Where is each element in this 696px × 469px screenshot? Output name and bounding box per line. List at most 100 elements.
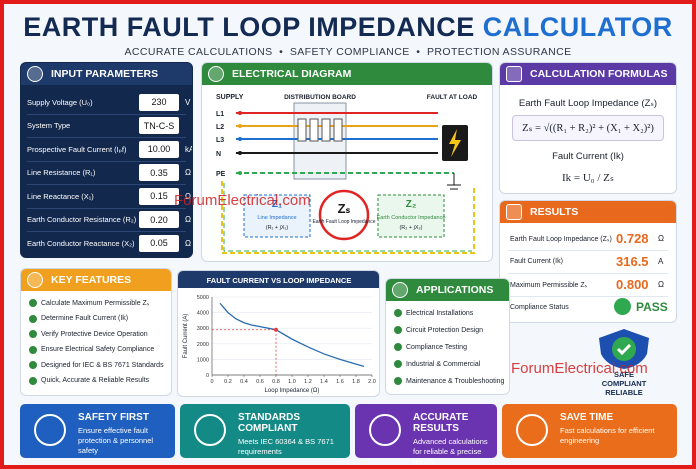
watermark: ForumElectrical.com <box>174 192 311 209</box>
input-row: Earth Conductor Resistance (R₂) 0.20 Ω <box>27 211 191 229</box>
input-value: 10.00 <box>139 140 179 158</box>
input-unit: Ω <box>185 168 191 177</box>
line-series <box>219 302 365 368</box>
zs-formula: Zₛ = √((R₁ + R₂)² + (X₁ + X₂)²) <box>512 115 664 141</box>
applications-panel: APPLICATIONS Electrical Installations Cir… <box>385 278 510 395</box>
item-text: Designed for IEC & BS 7671 Standards <box>41 361 164 369</box>
y-tick-label: 4000 <box>197 311 209 317</box>
result-unit: Ω <box>658 280 664 289</box>
item-text: Compliance Testing <box>406 343 467 351</box>
input-value: 230 <box>139 93 179 111</box>
input-header: INPUT PARAMETERS <box>21 63 192 85</box>
badge-text: SAFE <box>613 370 634 379</box>
badge: SAFE COMPLIANT RELIABLE <box>589 326 659 402</box>
list-item: Ensure Electrical Safety Compliance <box>29 345 154 354</box>
item-text: Industrial & Commercial <box>406 360 481 368</box>
formula-panel: CALCULATION FORMULAS Earth Fault Loop Im… <box>499 62 677 194</box>
x-tick-label: 1.2 <box>304 379 312 385</box>
input-label: Prospective Fault Current (Iₚf) <box>27 144 127 154</box>
result-label: Earth Fault Loop Impedance (Zₛ) <box>510 236 612 243</box>
divider <box>27 113 186 115</box>
fault-loop <box>221 181 475 254</box>
result-value: 316.5 <box>616 254 649 269</box>
input-unit: Ω <box>185 191 191 201</box>
item-text: Verify Protective Device Operation <box>41 330 148 338</box>
list-item: Determine Fault Current (Ik) <box>29 314 128 323</box>
applications-title: APPLICATIONS <box>416 284 494 296</box>
features-panel: KEY FEATURES Calculate Maximum Permissib… <box>20 268 172 396</box>
x-tick-label: 0.8 <box>272 379 280 385</box>
result-value: 0.728 <box>616 231 649 246</box>
banner-text: Fast calculations for efficient engineer… <box>560 426 655 445</box>
impedance-symbol: Z₂ <box>406 199 417 210</box>
fault-loop <box>223 183 472 252</box>
line-label: L3 <box>216 137 224 144</box>
chart-header <box>178 271 379 288</box>
x-tick-label: 0.2 <box>224 379 232 385</box>
y-tick-label: 1000 <box>197 357 209 363</box>
divider <box>27 207 186 209</box>
badge-text: RELIABLE <box>605 388 643 397</box>
divider <box>27 231 186 232</box>
ik-label: Fault Current (Ik) <box>552 151 624 162</box>
icon <box>34 414 66 446</box>
divider <box>27 160 186 162</box>
bullet <box>29 330 37 338</box>
board-label: DISTRIBUTION BOARD <box>284 94 356 101</box>
icon <box>27 66 43 82</box>
input-value: TN-C-S <box>139 117 179 134</box>
input-label: Line Resistance (R₁) <box>27 168 96 177</box>
terminal <box>238 137 242 141</box>
divider <box>27 184 186 185</box>
input-row: Earth Conductor Reactance (X₂) 0.05 Ω <box>27 234 191 252</box>
list-item: Designed for IEC & BS 7671 Standards <box>29 361 164 369</box>
input-value: 0.05 <box>139 234 179 252</box>
banner: STANDARDS COMPLIANT Meets IEC 60364 & BS … <box>180 404 350 458</box>
breaker <box>321 118 331 142</box>
breaker <box>297 118 307 142</box>
list-item: Industrial & Commercial <box>394 360 480 368</box>
input-row: Line Resistance (R₁) 0.35 Ω <box>27 164 191 182</box>
item-text: Circuit Protection Design <box>406 326 484 334</box>
shield-icon <box>599 329 649 369</box>
bullet <box>394 360 402 368</box>
result-unit: Ω <box>658 234 664 243</box>
input-row: System Type TN-C-S <box>27 117 186 135</box>
bullet <box>394 377 402 385</box>
item-text: Quick, Accurate & Reliable Results <box>41 377 150 384</box>
x-tick-label: 1.6 <box>336 379 344 385</box>
result-value: 0.800 <box>616 277 649 292</box>
input-unit: V <box>185 97 191 107</box>
x-tick-label: 1.0 <box>288 379 296 385</box>
banner-title: SAVE TIME <box>560 412 614 423</box>
results-header: RESULTS <box>500 201 676 223</box>
input-value: 0.15 <box>139 187 179 205</box>
features-title: KEY FEATURES <box>51 274 132 286</box>
divider <box>508 296 668 297</box>
banner-title: STANDARDS COMPLIANT <box>238 412 301 434</box>
chart: FAULT CURRENT VS LOOP IMPEDANCE 0 1000 2000… <box>178 271 379 394</box>
banner-text: Meets IEC 60364 & BS 7671 requirements <box>238 437 334 456</box>
x-tick-label: 1.8 <box>352 379 360 385</box>
item-text: Electrical Installations <box>406 309 474 317</box>
results-panel: RESULTS Earth Fault Loop Impedance (Zₛ) 0… <box>499 200 677 323</box>
banner-title: SAFETY FIRST <box>78 412 149 423</box>
list-item: Electrical Installations <box>394 309 473 317</box>
x-tick-label: 1.4 <box>320 379 328 385</box>
y-tick-label: 3000 <box>197 326 209 332</box>
input-label: System Type <box>27 121 71 130</box>
y-tick-label: 5000 <box>197 295 209 301</box>
input-title: INPUT PARAMETERS <box>51 68 159 80</box>
fault-label: FAULT AT LOAD <box>427 94 478 101</box>
line-label: L1 <box>216 111 224 118</box>
bullet <box>29 299 37 307</box>
bullet <box>29 376 37 385</box>
input-label: Supply Voltage (U₀) <box>27 97 93 107</box>
watermark: ForumElectrical.com <box>511 360 648 377</box>
y-tick-label: 0 <box>206 373 209 379</box>
divider <box>508 250 668 251</box>
icon <box>208 66 224 82</box>
diagram-header: ELECTRICAL DIAGRAM <box>202 63 492 85</box>
title-main: EARTH FAULT LOOP IMPEDANCE <box>23 12 475 42</box>
zs-symbol: Zₛ <box>338 201 351 216</box>
